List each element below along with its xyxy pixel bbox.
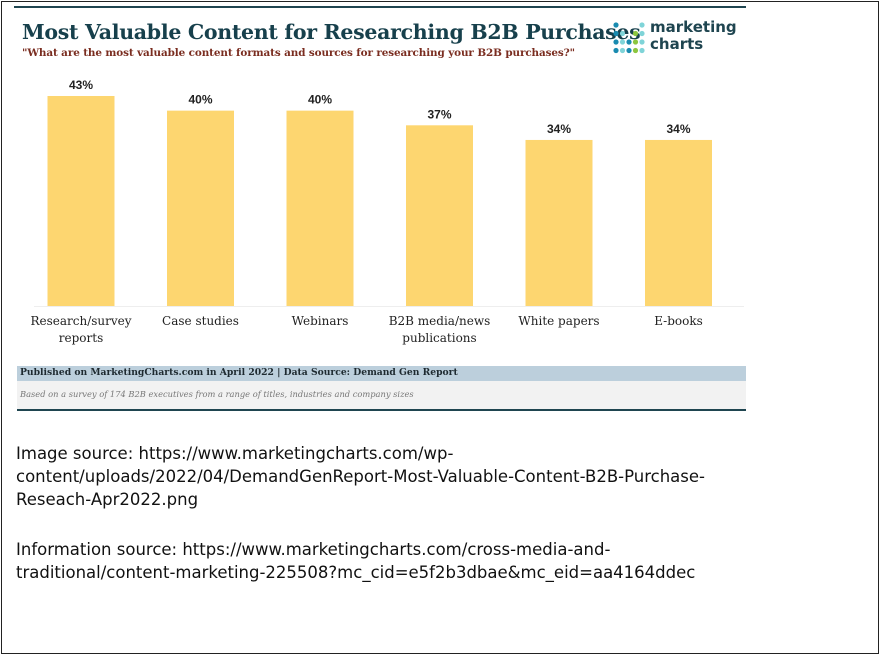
bar	[406, 125, 473, 306]
x-tick-label: Webinars	[292, 314, 349, 328]
image-source: Image source: https://www.marketingchart…	[16, 442, 866, 511]
logo-line-1: marketing	[650, 18, 737, 36]
logo-dot	[632, 30, 639, 37]
logo-dot	[632, 47, 639, 54]
logo-wordmark: marketing charts	[650, 19, 737, 53]
logo-dots-icon	[613, 22, 645, 54]
information-source-line: Information source: https://www.marketin…	[16, 540, 611, 559]
logo-dot	[639, 47, 645, 54]
bar	[645, 139, 712, 306]
logo-dot	[613, 39, 619, 45]
data-label: 37%	[427, 107, 451, 121]
information-source: Information source: https://www.marketin…	[16, 538, 866, 584]
bar	[525, 139, 593, 306]
logo-dot	[639, 39, 645, 45]
bar	[167, 110, 234, 307]
x-tick-label: Research/survey	[30, 314, 131, 328]
data-label: 40%	[188, 93, 212, 107]
data-label: 34%	[666, 122, 690, 136]
top-rule	[14, 6, 746, 8]
logo-dot	[626, 39, 632, 45]
published-text: Published on MarketingCharts.com in Apri…	[20, 367, 458, 378]
logo-dot	[613, 30, 619, 37]
x-tick-label: Case studies	[162, 314, 239, 328]
survey-note-bar: Based on a survey of 174 B2B executives …	[17, 381, 746, 411]
logo-dot	[619, 30, 626, 37]
logo-dot	[619, 39, 626, 45]
data-label: 43%	[69, 78, 93, 92]
logo-dot	[613, 22, 619, 28]
x-tick-label: publications	[402, 331, 476, 345]
survey-note: Based on a survey of 174 B2B executives …	[20, 389, 414, 399]
logo-dot	[639, 30, 645, 37]
image-source-line: Reseach-Apr2022.png	[16, 490, 199, 509]
logo-dot	[619, 47, 626, 54]
logo-dot	[639, 22, 645, 28]
logo-dot	[613, 47, 619, 54]
image-source-line: content/uploads/2022/04/DemandGenReport-…	[16, 467, 705, 486]
chart-subtitle: "What are the most valuable content form…	[22, 47, 575, 59]
information-source-line: traditional/content-marketing-225508?mc_…	[16, 563, 696, 582]
data-label: 34%	[547, 122, 571, 136]
logo-line-2: charts	[650, 35, 704, 53]
bar-chart-plot: 43% Research/survey reports 40% Case studies…	[30, 78, 744, 345]
x-tick-label: B2B media/news	[389, 314, 491, 328]
x-tick-label: reports	[59, 331, 103, 345]
marketingcharts-logo: marketing charts	[612, 19, 752, 59]
bar	[47, 96, 115, 306]
chart-card: Most Valuable Content for Researching B2…	[14, 6, 746, 412]
published-bar: Published on MarketingCharts.com in Apri…	[17, 366, 746, 381]
image-source-line: Image source: https://www.marketingchart…	[16, 444, 454, 463]
logo-dot	[626, 47, 632, 54]
data-label: 40%	[308, 93, 332, 107]
bar	[286, 110, 354, 307]
logo-dot	[632, 39, 639, 45]
x-tick-label: White papers	[518, 314, 599, 328]
x-tick-label: E-books	[654, 314, 703, 328]
chart-title: Most Valuable Content for Researching B2…	[22, 20, 641, 44]
